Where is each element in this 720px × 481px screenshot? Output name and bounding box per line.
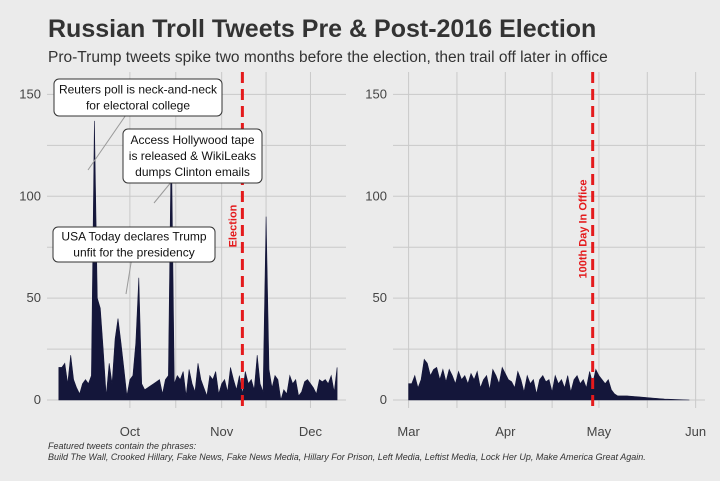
chart-title: Russian Troll Tweets Pre & Post-2016 Ele… — [48, 15, 596, 43]
x-tick-label: Dec — [299, 424, 323, 439]
footnote-line-2: Build The Wall, Crooked Hillary, Fake Ne… — [48, 452, 646, 462]
x-tick-label: Nov — [210, 424, 234, 439]
y-tick-label: 150 — [365, 86, 387, 101]
y-tick-label: 100 — [19, 188, 41, 203]
chart-subtitle: Pro-Trump tweets spike two months before… — [48, 49, 608, 66]
x-tick-label: Jun — [685, 424, 706, 439]
panel-pre-election: 0 50 100 150 Oct Nov Dec Election Reuters poll i… — [19, 72, 346, 439]
annotation-text: for electoral college — [86, 99, 190, 113]
annotation-text: unfit for the presidency — [73, 246, 194, 260]
x-tick-label: May — [587, 424, 612, 439]
tweet-count-area — [408, 358, 690, 401]
annotation-text: Access Hollywood tape — [130, 133, 254, 147]
x-tick-label: Mar — [397, 424, 420, 439]
annotation-box — [122, 128, 263, 184]
annotation-text: Reuters poll is neck-and-neck — [59, 83, 218, 97]
panel-post-inauguration: 0 50 100 150 Mar Apr May Jun 100th Day In Office — [365, 72, 706, 439]
y-tick-label: 100 — [365, 188, 387, 203]
x-tick-label: Oct — [120, 424, 141, 439]
annotation-text: is released & WikiLeaks — [129, 149, 256, 163]
tweet-count-area — [58, 120, 338, 401]
annotation-box — [53, 78, 223, 117]
y-tick-label: 0 — [34, 392, 41, 407]
annotation-box — [52, 226, 216, 263]
footnote-line-1: Featured tweets contain the phrases: — [48, 441, 197, 451]
annotation-text: USA Today declares Trump — [61, 230, 207, 244]
annotation-text: dumps Clinton emails — [135, 165, 250, 179]
event-line-label: 100th Day In Office — [578, 179, 590, 278]
y-tick-label: 50 — [27, 290, 41, 305]
y-tick-label: 50 — [373, 290, 387, 305]
y-tick-label: 0 — [380, 392, 387, 407]
y-tick-label: 150 — [19, 86, 41, 101]
event-line-label: Election — [227, 204, 239, 247]
x-tick-label: Apr — [495, 424, 516, 439]
